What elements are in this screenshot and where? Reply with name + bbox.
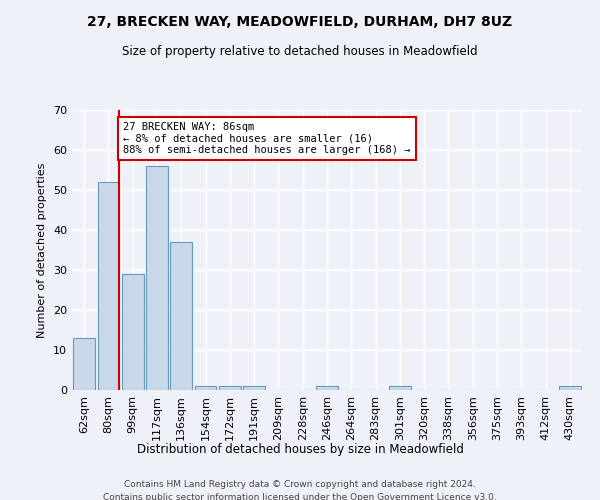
Bar: [194, 386, 217, 390]
Text: Distribution of detached houses by size in Meadowfield: Distribution of detached houses by size …: [137, 442, 463, 456]
Text: Contains public sector information licensed under the Open Government Licence v3: Contains public sector information licen…: [103, 492, 497, 500]
Bar: [146, 166, 168, 390]
Text: Contains HM Land Registry data © Crown copyright and database right 2024.: Contains HM Land Registry data © Crown c…: [124, 480, 476, 489]
Bar: [170, 242, 192, 390]
Bar: [243, 386, 265, 390]
Y-axis label: Number of detached properties: Number of detached properties: [37, 162, 47, 338]
Bar: [122, 274, 143, 390]
Text: 27 BRECKEN WAY: 86sqm
← 8% of detached houses are smaller (16)
88% of semi-detac: 27 BRECKEN WAY: 86sqm ← 8% of detached h…: [123, 122, 410, 155]
Text: 27, BRECKEN WAY, MEADOWFIELD, DURHAM, DH7 8UZ: 27, BRECKEN WAY, MEADOWFIELD, DURHAM, DH…: [88, 15, 512, 29]
Bar: [219, 386, 241, 390]
Text: Size of property relative to detached houses in Meadowfield: Size of property relative to detached ho…: [122, 45, 478, 58]
Bar: [389, 386, 411, 390]
Bar: [97, 182, 119, 390]
Bar: [559, 386, 581, 390]
Bar: [316, 386, 338, 390]
Bar: [73, 338, 95, 390]
